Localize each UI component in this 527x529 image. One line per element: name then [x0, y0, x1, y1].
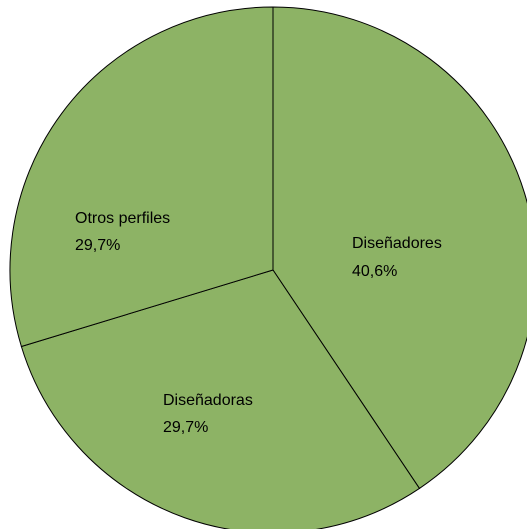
slice-label-disenadores: Diseñadores — [352, 235, 442, 252]
slice-value-otros-perfiles: 29,7% — [75, 237, 120, 254]
slice-label-disenadoras: Diseñadoras — [163, 392, 253, 409]
slice-value-disenadores: 40,6% — [352, 263, 397, 280]
pie-slices — [9, 6, 527, 529]
slice-disenadores — [272, 6, 527, 490]
slice-disenadoras — [20, 269, 421, 529]
slice-otros-perfiles — [9, 6, 274, 348]
slice-label-otros-perfiles: Otros perfiles — [75, 210, 170, 227]
pie-labels: Diseñadores 40,6% Diseñadoras 29,7% Otro… — [75, 210, 442, 436]
slice-value-disenadoras: 29,7% — [163, 419, 208, 436]
